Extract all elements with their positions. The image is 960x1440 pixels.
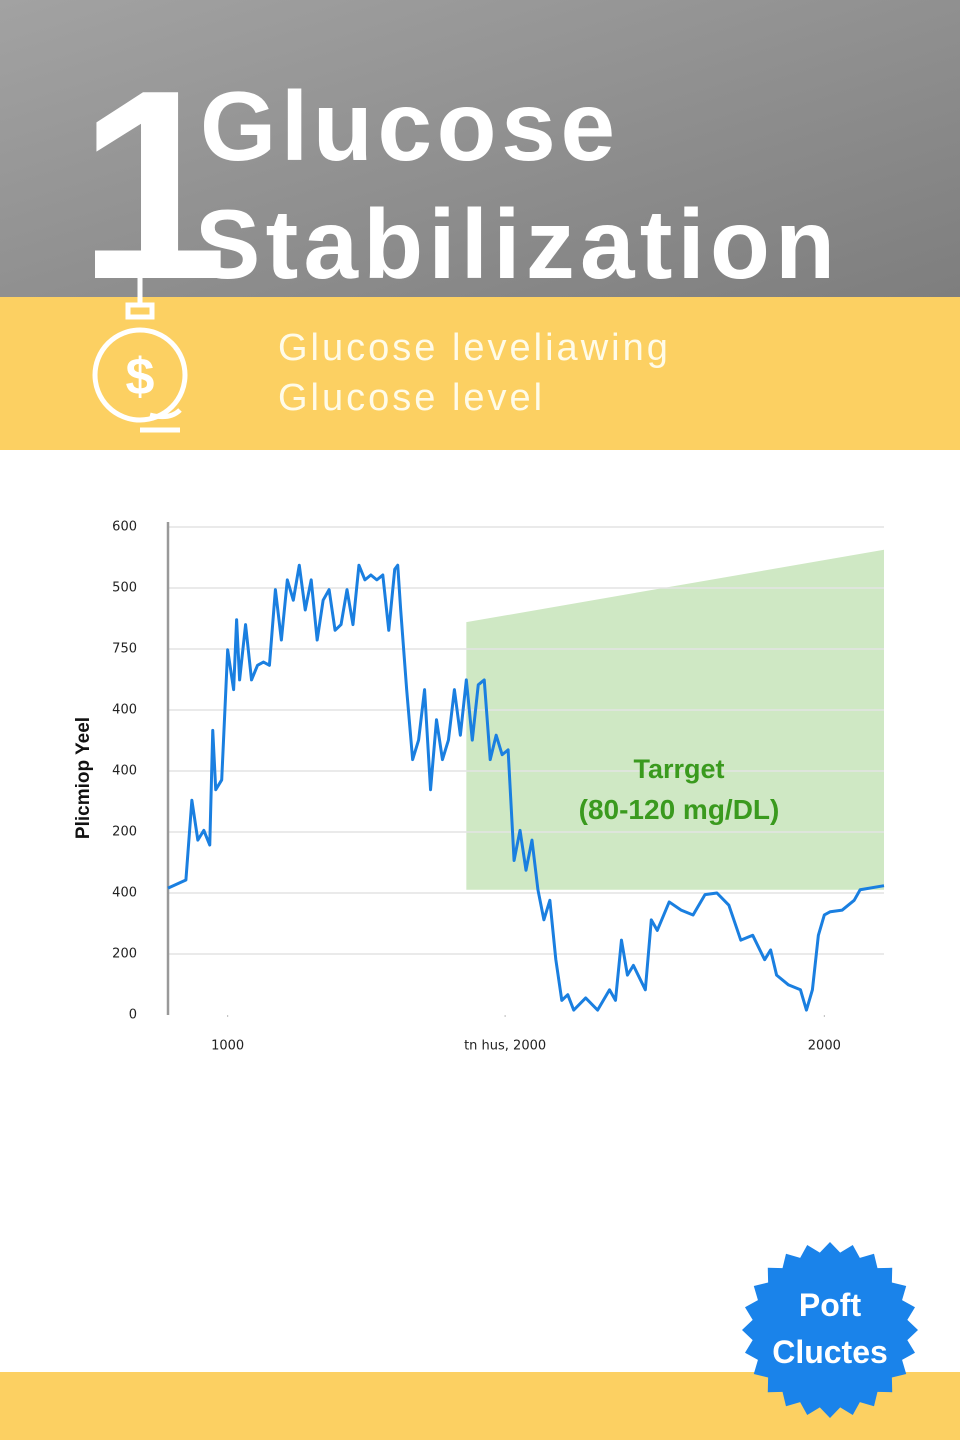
y-tick-label: 500 xyxy=(112,581,137,596)
badge-shape xyxy=(742,1242,918,1418)
annotation: Tarrget xyxy=(633,754,724,784)
svg-text:$: $ xyxy=(126,348,155,406)
annotation: (80-120 mg/DL) xyxy=(579,794,780,825)
target-band xyxy=(466,549,884,890)
step-number: 1 xyxy=(78,35,228,336)
y-tick-label: 600 xyxy=(112,520,137,535)
x-tick-label: 1000 xyxy=(211,1039,244,1054)
money-icon: $ xyxy=(92,270,188,433)
y-tick-label: 200 xyxy=(112,825,137,840)
subtitle-band xyxy=(0,297,960,450)
badge: Poft Cluctes xyxy=(742,1242,918,1418)
title-line: Glucose xyxy=(200,71,615,181)
y-tick-label: 0 xyxy=(129,1008,137,1023)
y-tick-label: 400 xyxy=(112,764,137,779)
y-tick-label: 400 xyxy=(112,703,137,718)
header-band xyxy=(0,0,960,297)
y-tick-label: 200 xyxy=(112,947,137,962)
subtitle-line: Glucose level xyxy=(278,377,545,419)
badge-text: Cluctes xyxy=(772,1334,888,1370)
title-line: Stabilization xyxy=(195,189,835,299)
y-tick-label: 400 xyxy=(112,886,137,901)
chart: 0 200 400 200 400 400 750 500 600 1000 tn hus, 200… xyxy=(73,520,885,1054)
badge-text: Poft xyxy=(799,1287,862,1323)
subtitle-line: Glucose leveliawing xyxy=(278,327,671,369)
data-line xyxy=(167,563,885,1012)
x-tick-label: 2000 xyxy=(808,1039,841,1054)
y-tick-label: 750 xyxy=(112,642,137,657)
x-tick-label: tn hus, 2000 xyxy=(464,1039,546,1054)
y-axis-label: Plicmiop Yeel xyxy=(73,717,94,839)
